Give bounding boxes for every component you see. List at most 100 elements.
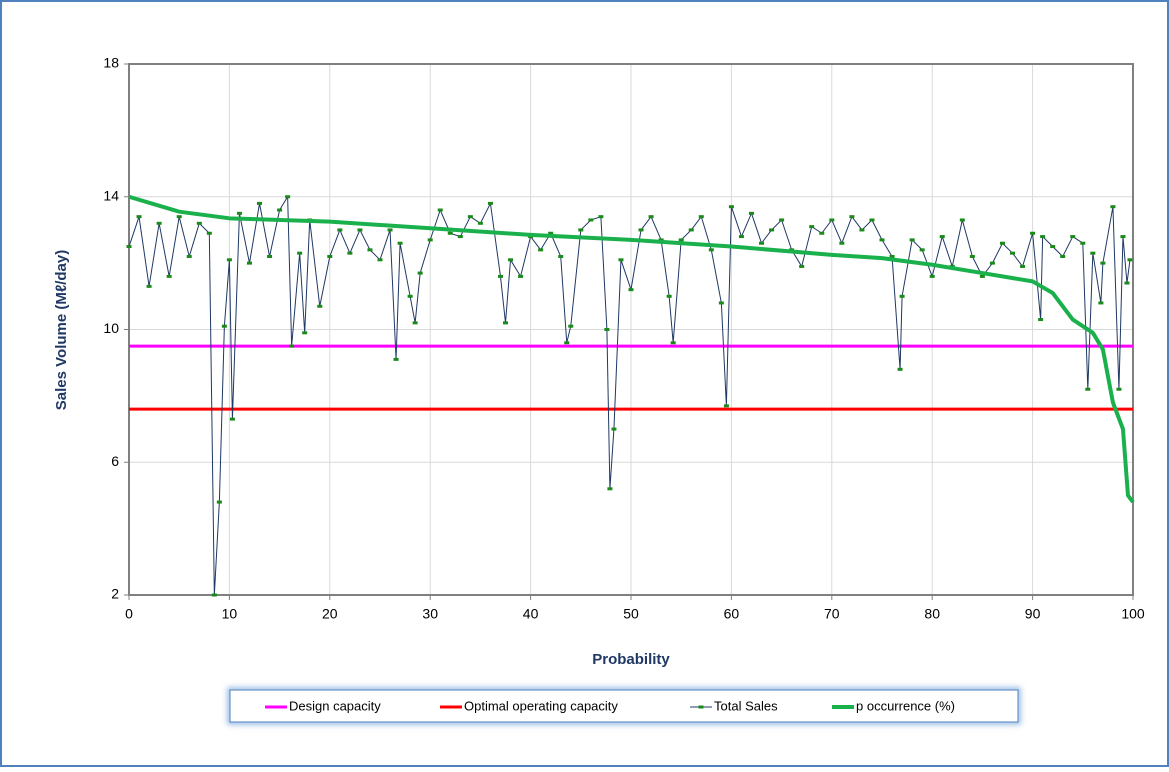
point	[1116, 387, 1122, 391]
point	[564, 341, 570, 345]
point	[859, 228, 865, 232]
point	[799, 264, 805, 268]
point	[889, 254, 895, 258]
point	[176, 215, 182, 219]
point	[588, 218, 594, 222]
point	[206, 231, 212, 235]
point	[809, 225, 815, 229]
point	[839, 241, 845, 245]
y-tick-label: 2	[111, 586, 119, 602]
point	[959, 218, 965, 222]
point	[393, 357, 399, 361]
legend-label: p occurrence (%)	[856, 698, 955, 713]
point	[1110, 205, 1116, 209]
x-tick-label: 90	[1025, 606, 1041, 622]
point	[879, 238, 885, 242]
point	[126, 245, 132, 249]
point	[929, 274, 935, 278]
point	[728, 205, 734, 209]
point	[226, 258, 232, 262]
point	[302, 331, 308, 335]
point	[457, 235, 463, 239]
point	[909, 238, 915, 242]
point	[221, 324, 227, 328]
point	[427, 238, 433, 242]
y-tick-label: 14	[103, 187, 119, 203]
point	[779, 218, 785, 222]
point	[357, 228, 363, 232]
point	[604, 328, 610, 331]
point	[919, 248, 925, 252]
point	[698, 215, 704, 219]
point	[670, 341, 676, 345]
point	[897, 367, 903, 371]
point	[387, 228, 393, 232]
point	[246, 261, 252, 265]
point	[939, 235, 945, 239]
point	[1080, 241, 1086, 245]
point	[156, 221, 162, 225]
point	[1098, 301, 1104, 305]
point	[412, 321, 418, 325]
point	[648, 215, 654, 219]
point	[285, 195, 291, 199]
legend-label: Design capacity	[289, 698, 381, 713]
x-tick-label: 10	[222, 606, 238, 622]
point	[317, 304, 323, 308]
point	[337, 228, 343, 232]
point	[849, 215, 855, 219]
point	[1010, 251, 1016, 255]
point	[277, 208, 283, 212]
point	[503, 321, 508, 325]
point	[327, 254, 333, 258]
point	[598, 215, 604, 219]
point	[899, 294, 905, 298]
x-tick-label: 60	[724, 606, 740, 622]
point	[869, 218, 875, 222]
point	[748, 211, 754, 215]
x-axis-title: Probability	[592, 651, 670, 668]
x-tick-label: 0	[125, 606, 133, 622]
point	[969, 254, 975, 258]
point	[447, 231, 453, 235]
point	[367, 248, 373, 252]
point	[477, 221, 483, 225]
point	[769, 228, 775, 232]
x-tick-label: 70	[824, 606, 840, 622]
point	[1120, 235, 1126, 239]
point	[979, 274, 985, 278]
point	[1070, 235, 1076, 239]
point	[1020, 264, 1026, 268]
point	[688, 228, 694, 232]
point	[578, 228, 584, 232]
point	[497, 274, 503, 278]
x-tick-label: 40	[523, 606, 539, 622]
point	[538, 248, 544, 252]
point	[407, 294, 413, 298]
point	[437, 208, 443, 212]
point	[1060, 254, 1066, 258]
point	[508, 258, 514, 262]
x-tick-label: 100	[1121, 606, 1145, 622]
y-tick-label: 18	[103, 55, 119, 71]
x-tick-label: 50	[623, 606, 639, 622]
point	[297, 251, 303, 255]
point	[678, 238, 684, 242]
y-axis-title: Sales Volume (Mℓ/day)	[53, 250, 70, 410]
point	[196, 221, 202, 225]
point	[989, 261, 995, 265]
point	[829, 218, 835, 222]
x-tick-label: 80	[924, 606, 940, 622]
point	[759, 241, 765, 245]
point	[166, 274, 172, 278]
point	[518, 274, 524, 278]
point	[216, 500, 222, 504]
point	[718, 301, 724, 305]
point	[1124, 281, 1130, 285]
point	[1030, 231, 1036, 235]
point	[611, 427, 617, 431]
point	[819, 231, 825, 235]
x-tick-label: 30	[422, 606, 438, 622]
point	[1127, 258, 1133, 262]
